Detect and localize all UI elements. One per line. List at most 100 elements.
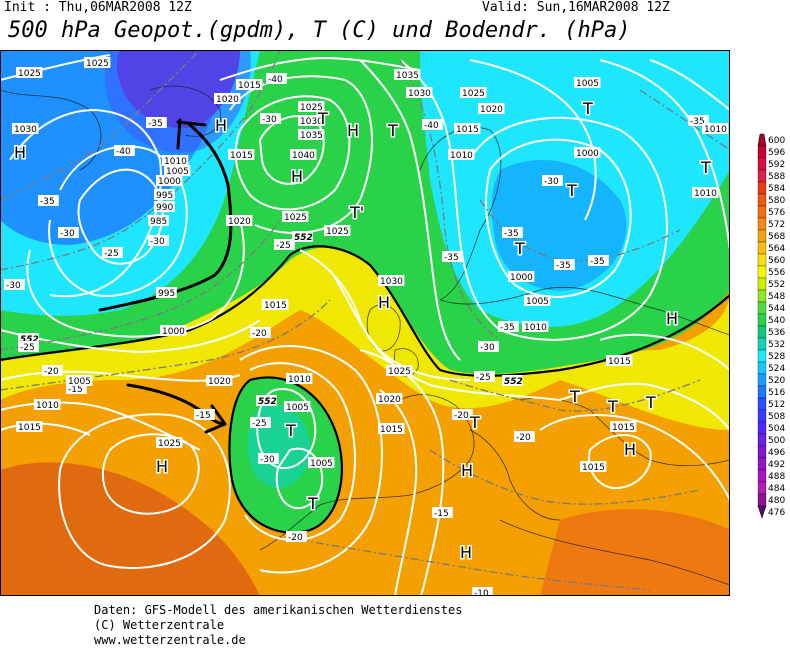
svg-text:1030: 1030 — [380, 277, 403, 287]
svg-text:1010: 1010 — [450, 151, 473, 161]
scale-label: 572 — [768, 220, 785, 230]
svg-text:1020: 1020 — [378, 395, 401, 405]
svg-text:-35: -35 — [500, 323, 515, 333]
scale-step: 568 — [757, 229, 785, 243]
scale-step: 536 — [757, 325, 785, 339]
pressure-label: 1005 — [284, 401, 311, 413]
svg-text:-30: -30 — [60, 229, 75, 239]
contour-552-cutoff — [228, 376, 343, 534]
scale-step: 524 — [757, 361, 785, 375]
svg-text:-15: -15 — [196, 411, 211, 421]
svg-text:1025: 1025 — [300, 103, 323, 113]
svg-text:1025: 1025 — [158, 439, 181, 449]
pressure-label: 1025 — [386, 365, 413, 377]
pressure-label: 985 — [148, 215, 169, 227]
temperature-label: -35 — [442, 251, 463, 263]
high-center: H — [378, 293, 390, 312]
svg-text:1015: 1015 — [612, 423, 635, 433]
temperature-label: -20 — [514, 431, 535, 443]
pressure-label: 1020 — [214, 93, 241, 105]
temperature-label: -15 — [194, 409, 215, 421]
footer-url[interactable]: www.wetterzentrale.de — [94, 633, 246, 647]
temperature-label: -25 — [274, 239, 295, 251]
scale-label: 476 — [768, 508, 785, 518]
svg-text:-40: -40 — [268, 75, 283, 85]
scale-label: 516 — [768, 388, 785, 398]
svg-text:990: 990 — [156, 203, 173, 213]
temperature-label: -15 — [432, 507, 453, 519]
svg-text:1005: 1005 — [526, 297, 549, 307]
svg-text:-25: -25 — [252, 419, 267, 429]
scale-step: 512 — [757, 397, 785, 411]
svg-text:1005: 1005 — [68, 377, 91, 387]
svg-text:1015: 1015 — [608, 357, 631, 367]
high-center: H — [14, 143, 26, 162]
scale-step: 596 — [757, 145, 785, 159]
svg-text:-35: -35 — [556, 261, 571, 271]
pressure-label: 1035 — [394, 69, 421, 81]
svg-text:-20: -20 — [44, 367, 59, 377]
svg-text:-20: -20 — [454, 411, 469, 421]
pressure-label: 1020 — [478, 103, 505, 115]
temperature-label: -35 — [688, 115, 709, 127]
svg-text:-25: -25 — [20, 343, 35, 353]
pressure-label: 1010 — [702, 123, 729, 135]
svg-text:1030: 1030 — [300, 117, 323, 127]
map-title: 500 hPa Geopot.(gpdm), T (C) und Bodendr… — [8, 18, 631, 43]
scale-label: 548 — [768, 292, 785, 302]
pressure-label: 1030 — [298, 115, 325, 127]
temperature-label: -30 — [478, 341, 499, 353]
high-center: H — [666, 309, 678, 328]
pressure-label: 1020 — [226, 215, 253, 227]
pressure-label: 1005 — [66, 375, 93, 387]
svg-text:552: 552 — [294, 233, 313, 243]
svg-text:-20: -20 — [516, 433, 531, 443]
pressure-label: 1015 — [262, 299, 289, 311]
pressure-label: 990 — [154, 201, 175, 213]
pressure-label: 1005 — [524, 295, 551, 307]
temperature-label: -35 — [146, 117, 167, 129]
scale-step: 480 — [757, 493, 785, 507]
footer-data-source: Daten: GFS-Modell des amerikanischen Wet… — [94, 603, 463, 617]
scale-label: 484 — [768, 484, 785, 494]
scale-step: 488 — [757, 469, 785, 483]
pressure-label: 1010 — [34, 399, 61, 411]
svg-text:1035: 1035 — [396, 71, 419, 81]
svg-text:-40: -40 — [424, 121, 439, 131]
high-center: H — [347, 121, 359, 140]
svg-text:1020: 1020 — [228, 217, 251, 227]
scale-label: 600 — [768, 136, 785, 146]
scale-label: 556 — [768, 268, 785, 278]
hot-air-southwest — [0, 462, 260, 596]
scale-label: 532 — [768, 340, 785, 350]
svg-text:-30: -30 — [150, 237, 165, 247]
scale-label: 508 — [768, 412, 785, 422]
valid-time: Valid: Sun,16MAR2008 12Z — [482, 0, 670, 15]
low-center: T — [700, 158, 711, 177]
svg-text:1020: 1020 — [480, 105, 503, 115]
scale-step: 548 — [757, 289, 785, 303]
svg-text:1005: 1005 — [576, 79, 599, 89]
pressure-label: 1025 — [156, 437, 183, 449]
temperature-label: -35 — [498, 321, 519, 333]
svg-text:1010: 1010 — [524, 323, 547, 333]
color-scale: 600 596 592 588 584 580 576 572 568 564 560 556 552 5… — [757, 133, 785, 519]
low-center: T — [645, 393, 656, 412]
svg-text:1025: 1025 — [388, 367, 411, 377]
scale-label: 496 — [768, 448, 785, 458]
svg-text:-25: -25 — [476, 373, 491, 383]
pressure-label: 1015 — [610, 421, 637, 433]
scale-step: 504 — [757, 421, 785, 435]
svg-text:995: 995 — [156, 191, 173, 201]
temperature-label: -40 — [266, 73, 287, 85]
high-center: H — [291, 167, 303, 186]
low-center: T — [607, 397, 618, 416]
pressure-label: 1015 — [454, 123, 481, 135]
height-labels: 552 552 552 552 — [18, 231, 523, 407]
pressure-label: 1020 — [376, 393, 403, 405]
svg-text:-30: -30 — [544, 177, 559, 187]
high-center: H — [156, 457, 168, 476]
scale-label: 576 — [768, 208, 785, 218]
pressure-label: 1010 — [692, 187, 719, 199]
low-center: T — [317, 109, 328, 128]
